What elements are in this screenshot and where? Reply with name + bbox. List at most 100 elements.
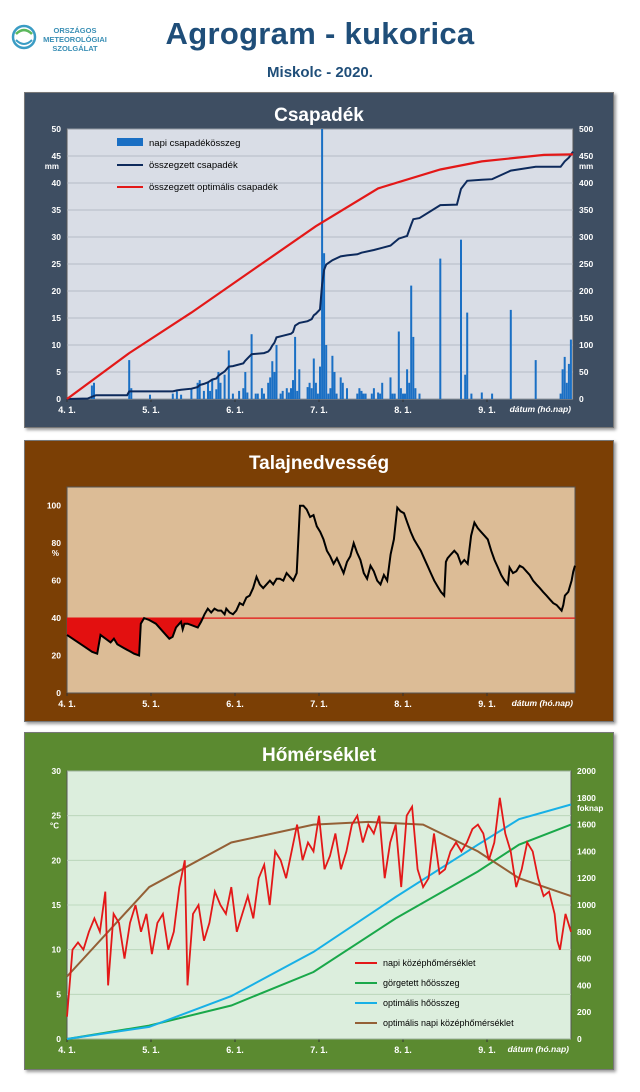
x-tick-label: 8. 1. [394,405,412,415]
right-y-tick-label: 350 [579,205,593,215]
x-tick-label: 9. 1. [478,405,496,415]
x-tick-label: 6. 1. [226,699,244,709]
drought-fill-area [67,618,215,656]
daily-rain-bar [402,393,404,399]
x-tick-label: 9. 1. [478,699,496,709]
daily-rain-bar [335,393,338,399]
right-y-tick-label: 400 [577,980,591,990]
left-y-tick-label: 0 [56,1034,61,1044]
daily-rain-bar [267,382,270,399]
daily-rain-bar [285,388,288,399]
left-y-tick-label: 45 [52,151,62,161]
x-tick-label: 4. 1. [58,1045,76,1055]
cumulative-rain-line [66,151,574,400]
daily-rain-bar [393,393,396,399]
right-y-tick-label: 400 [579,178,593,188]
legend-label: napi középhőmérséklet [383,958,476,968]
soil-moisture-line [66,504,576,657]
daily-rain-bar [215,389,218,399]
daily-rain-bar [219,382,222,399]
temperature-panel: Hőmérséklet 4. 1. 5. 1. 6. 1. 7. 1. 8. 1. 9. 1… [24,732,614,1070]
daily-rain-bar [331,355,334,399]
daily-rain-bar [381,382,384,399]
daily-rain-bar [346,388,348,399]
daily-rain-bar [198,380,201,399]
daily-rain-bar [408,382,411,399]
daily-mean-temp-line [66,797,572,1017]
daily-rain-bar [306,387,309,399]
daily-rain-bar [90,385,93,399]
daily-rain-bar [327,393,330,399]
daily-rain-bar [534,360,537,399]
daily-rain-bar [149,394,151,399]
daily-rain-bar [263,393,265,399]
daily-rain-bar [480,392,483,399]
daily-rain-bar [175,391,178,399]
x-tick-label: 4. 1. [58,405,76,415]
daily-rain-bar [391,393,394,399]
page-subtitle: Miskolc - 2020. [267,64,373,81]
daily-rain-bar [466,312,469,399]
left-y-axis-unit: % [52,549,59,558]
daily-rain-bar [180,394,183,399]
legend-swatch [117,138,143,146]
daily-rain-bar [223,374,226,399]
optimal-daily-temp-line [66,820,572,978]
daily-rain-bar [356,393,359,399]
daily-rain-bar [316,393,319,399]
daily-rain-bar [561,369,564,399]
daily-rain-bar [171,393,174,399]
right-y-tick-label: 2000 [577,766,596,776]
logo-text-line-3: SZOLGÁLAT [52,44,98,53]
daily-rain-bar [559,393,562,399]
x-axis-label: dátum (hó.nap) [510,404,572,414]
left-y-tick-label: 20 [52,286,62,296]
daily-rain-bar [412,336,415,399]
right-y-tick-label: 450 [579,151,593,161]
daily-rain-bar [339,377,342,399]
x-tick-label: 6. 1. [226,405,244,415]
daily-rain-bar [290,388,292,399]
optimal-rain-line [66,153,574,400]
left-y-tick-label: 25 [52,811,62,821]
right-y-tick-label: 250 [579,259,593,269]
x-tick-label: 7. 1. [310,1045,328,1055]
left-y-tick-label: 100 [47,501,61,511]
daily-rain-bar [410,285,413,399]
daily-rain-bar [211,380,214,399]
daily-rain-bar [567,363,570,399]
logo-text-line-1: ORSZÁGOS [53,26,97,35]
daily-rain-bar [370,393,373,399]
legend-label: görgetett hőösszeg [383,978,460,988]
daily-rain-bar [470,393,473,399]
daily-rain-bar [202,390,205,399]
daily-rain-bar [271,361,274,399]
left-y-tick-label: 5 [56,367,61,377]
daily-rain-bar [273,372,276,399]
daily-rain-bar [563,356,566,399]
daily-rain-bar [399,388,402,399]
left-y-tick-label: 40 [52,178,62,188]
x-tick-label: 9. 1. [478,1045,496,1055]
daily-rain-bar [196,382,199,399]
daily-rain-bar [269,377,272,399]
rain-chart: Csapadék 4. 1. 5. 1. 6. 1. 7. 1. 8. 1. 9. 1. dá… [45,105,594,415]
daily-rain-bar [244,372,247,399]
page-title: Agrogram - kukorica [165,16,475,51]
daily-rain-bar [565,382,568,399]
daily-rain-bar [325,345,328,399]
daily-rain-bar [312,358,315,399]
x-tick-label: 8. 1. [394,699,412,709]
left-y-tick-label: 20 [52,651,62,661]
left-y-tick-label: 5 [56,989,61,999]
right-y-tick-label: 1000 [577,900,596,910]
left-y-tick-label: 50 [52,124,62,134]
daily-rain-bar [250,334,253,399]
daily-rain-bar [377,392,380,399]
daily-rain-bar [207,382,209,399]
omsz-logo [11,24,37,50]
chart-title: Talajnedvesség [249,453,389,474]
right-y-tick-label: 300 [579,232,593,242]
right-y-tick-label: 1800 [577,793,596,803]
left-y-tick-label: 25 [52,259,62,269]
